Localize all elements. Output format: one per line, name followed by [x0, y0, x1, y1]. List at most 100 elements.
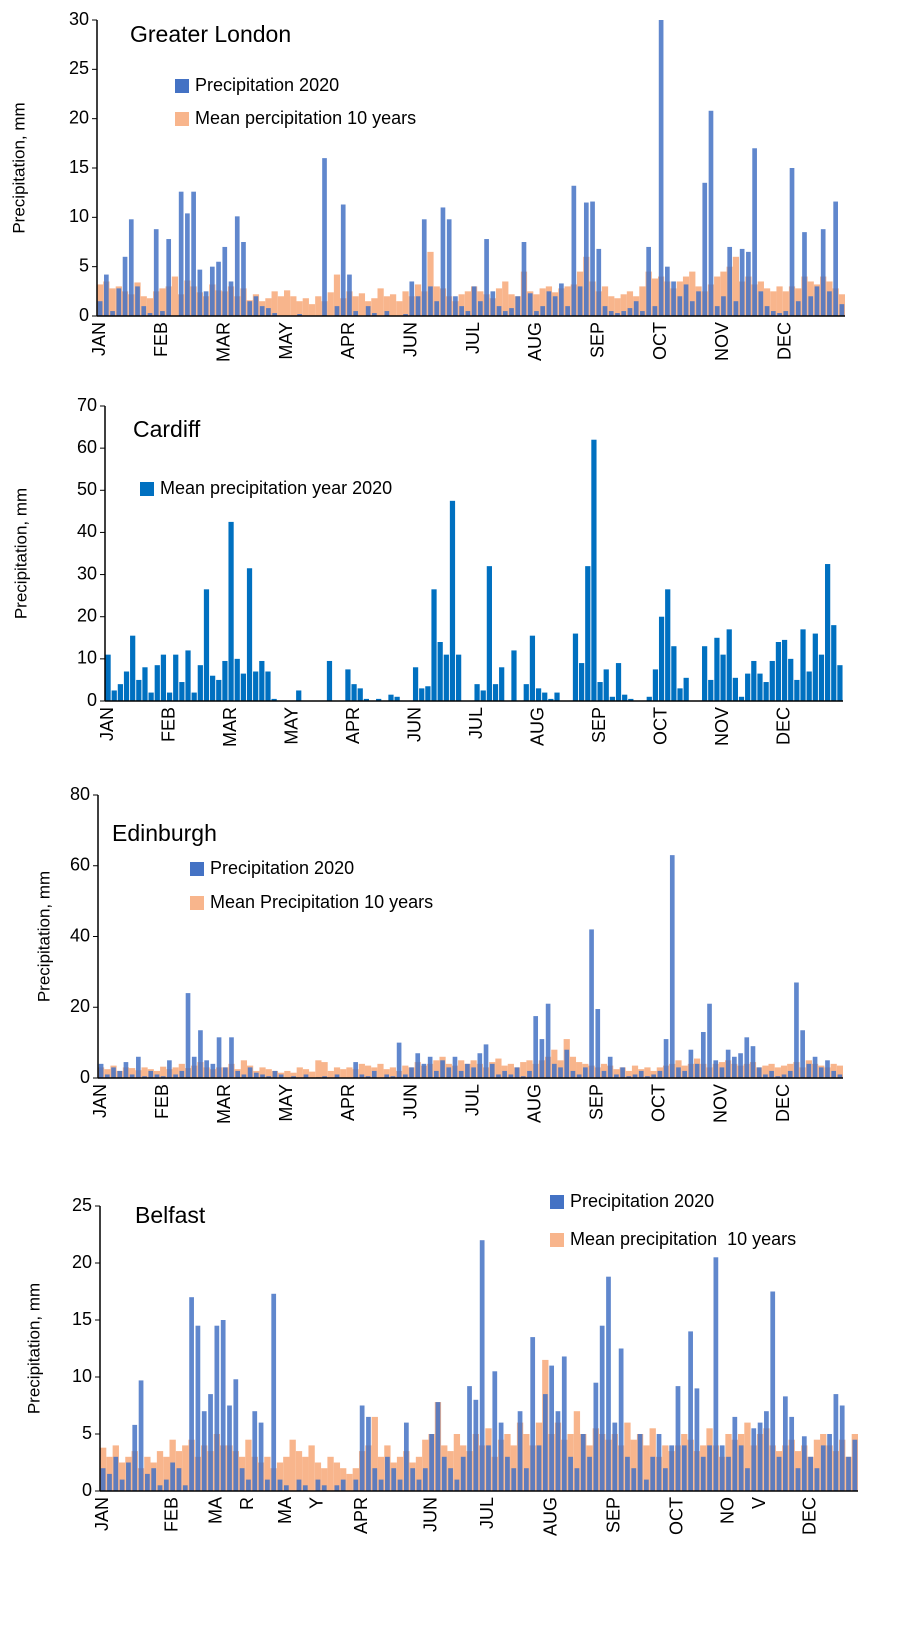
y-axis-label: Precipitation, mm [24, 1283, 43, 1414]
bar [707, 1445, 712, 1491]
bar [154, 1074, 160, 1078]
bar [123, 671, 130, 701]
bar [820, 1445, 826, 1491]
bar [774, 1067, 781, 1078]
bar [334, 1485, 340, 1491]
bar [402, 1065, 409, 1078]
bar [290, 1072, 297, 1078]
bar [358, 1063, 365, 1078]
bar [732, 1416, 738, 1491]
bar [365, 306, 371, 316]
panel: Belfast Precipitation, mm 0 5 10 15 20 25 JAN FEB… [24, 1191, 858, 1536]
bar [410, 1468, 416, 1491]
bar [787, 1070, 793, 1078]
bar [713, 1060, 719, 1078]
bar [272, 1070, 278, 1078]
bar [377, 1456, 385, 1491]
bar [160, 1066, 167, 1078]
bar [452, 1056, 458, 1078]
bar [247, 301, 253, 316]
bar [105, 654, 111, 701]
bar [700, 1456, 706, 1491]
bar [769, 1070, 774, 1078]
bar [359, 1074, 365, 1078]
x-tick-label: JUL [477, 1497, 497, 1529]
bar [721, 296, 726, 316]
bar [750, 1046, 756, 1078]
bar [781, 1074, 787, 1078]
bar [377, 288, 384, 316]
bar [831, 625, 837, 701]
chart-title: Belfast [135, 1202, 206, 1228]
bar [478, 301, 483, 316]
bar [296, 1067, 303, 1078]
bar [480, 690, 486, 701]
bar [104, 274, 109, 316]
bar [425, 686, 431, 701]
bar [246, 1479, 251, 1491]
bar [203, 589, 210, 701]
bar [789, 168, 795, 316]
bar [321, 1485, 327, 1491]
bar [583, 1067, 588, 1078]
bar [745, 1468, 750, 1491]
y-tick-label: 30 [77, 563, 97, 583]
bar [794, 679, 800, 701]
bar [738, 1445, 744, 1491]
bar [189, 1297, 194, 1491]
bar [334, 306, 340, 316]
bar [167, 1060, 172, 1078]
bar [671, 646, 677, 701]
bar [258, 1422, 264, 1491]
bar [591, 439, 597, 701]
bar [640, 311, 645, 316]
bar [453, 296, 458, 316]
chart-title: Greater London [130, 21, 291, 47]
bar [625, 1070, 632, 1078]
bar [118, 1462, 126, 1491]
bar [138, 1380, 144, 1491]
bar [471, 286, 477, 316]
bar [123, 1062, 129, 1078]
bar [545, 1003, 551, 1078]
x-tick-label: NOV [711, 1084, 731, 1123]
bar [725, 1049, 731, 1078]
bar [145, 1473, 150, 1491]
bar [346, 1067, 353, 1078]
bar [358, 293, 366, 316]
bar [210, 675, 216, 701]
bar [359, 1405, 365, 1491]
bar [185, 993, 191, 1078]
bar [419, 688, 425, 701]
bar [569, 1056, 577, 1078]
x-tick-label: JUN [420, 1497, 440, 1532]
bar [833, 1394, 839, 1491]
bar [253, 671, 259, 701]
bar [825, 564, 831, 701]
bar [770, 311, 776, 316]
bar [795, 1468, 801, 1491]
bar [259, 306, 265, 316]
bar [173, 654, 179, 701]
bar [665, 266, 670, 316]
bar [166, 692, 173, 701]
bar [837, 1074, 843, 1078]
y-tick-label: 70 [77, 395, 97, 415]
x-tick-label: FEB [161, 1497, 181, 1532]
bar [309, 1071, 316, 1078]
bar [266, 308, 271, 316]
bar [216, 679, 222, 701]
bar [523, 1434, 530, 1491]
y-tick-label: 0 [87, 690, 97, 710]
y-axis-label: Precipitation, mm [9, 102, 28, 233]
bar [314, 1462, 322, 1491]
bar [246, 568, 253, 701]
bar [651, 1074, 656, 1078]
bar [484, 239, 489, 316]
bar [302, 1485, 308, 1491]
bar [396, 1042, 402, 1078]
bar [812, 1056, 818, 1078]
bar [628, 698, 634, 701]
bar [802, 232, 807, 316]
bar [808, 1456, 813, 1491]
